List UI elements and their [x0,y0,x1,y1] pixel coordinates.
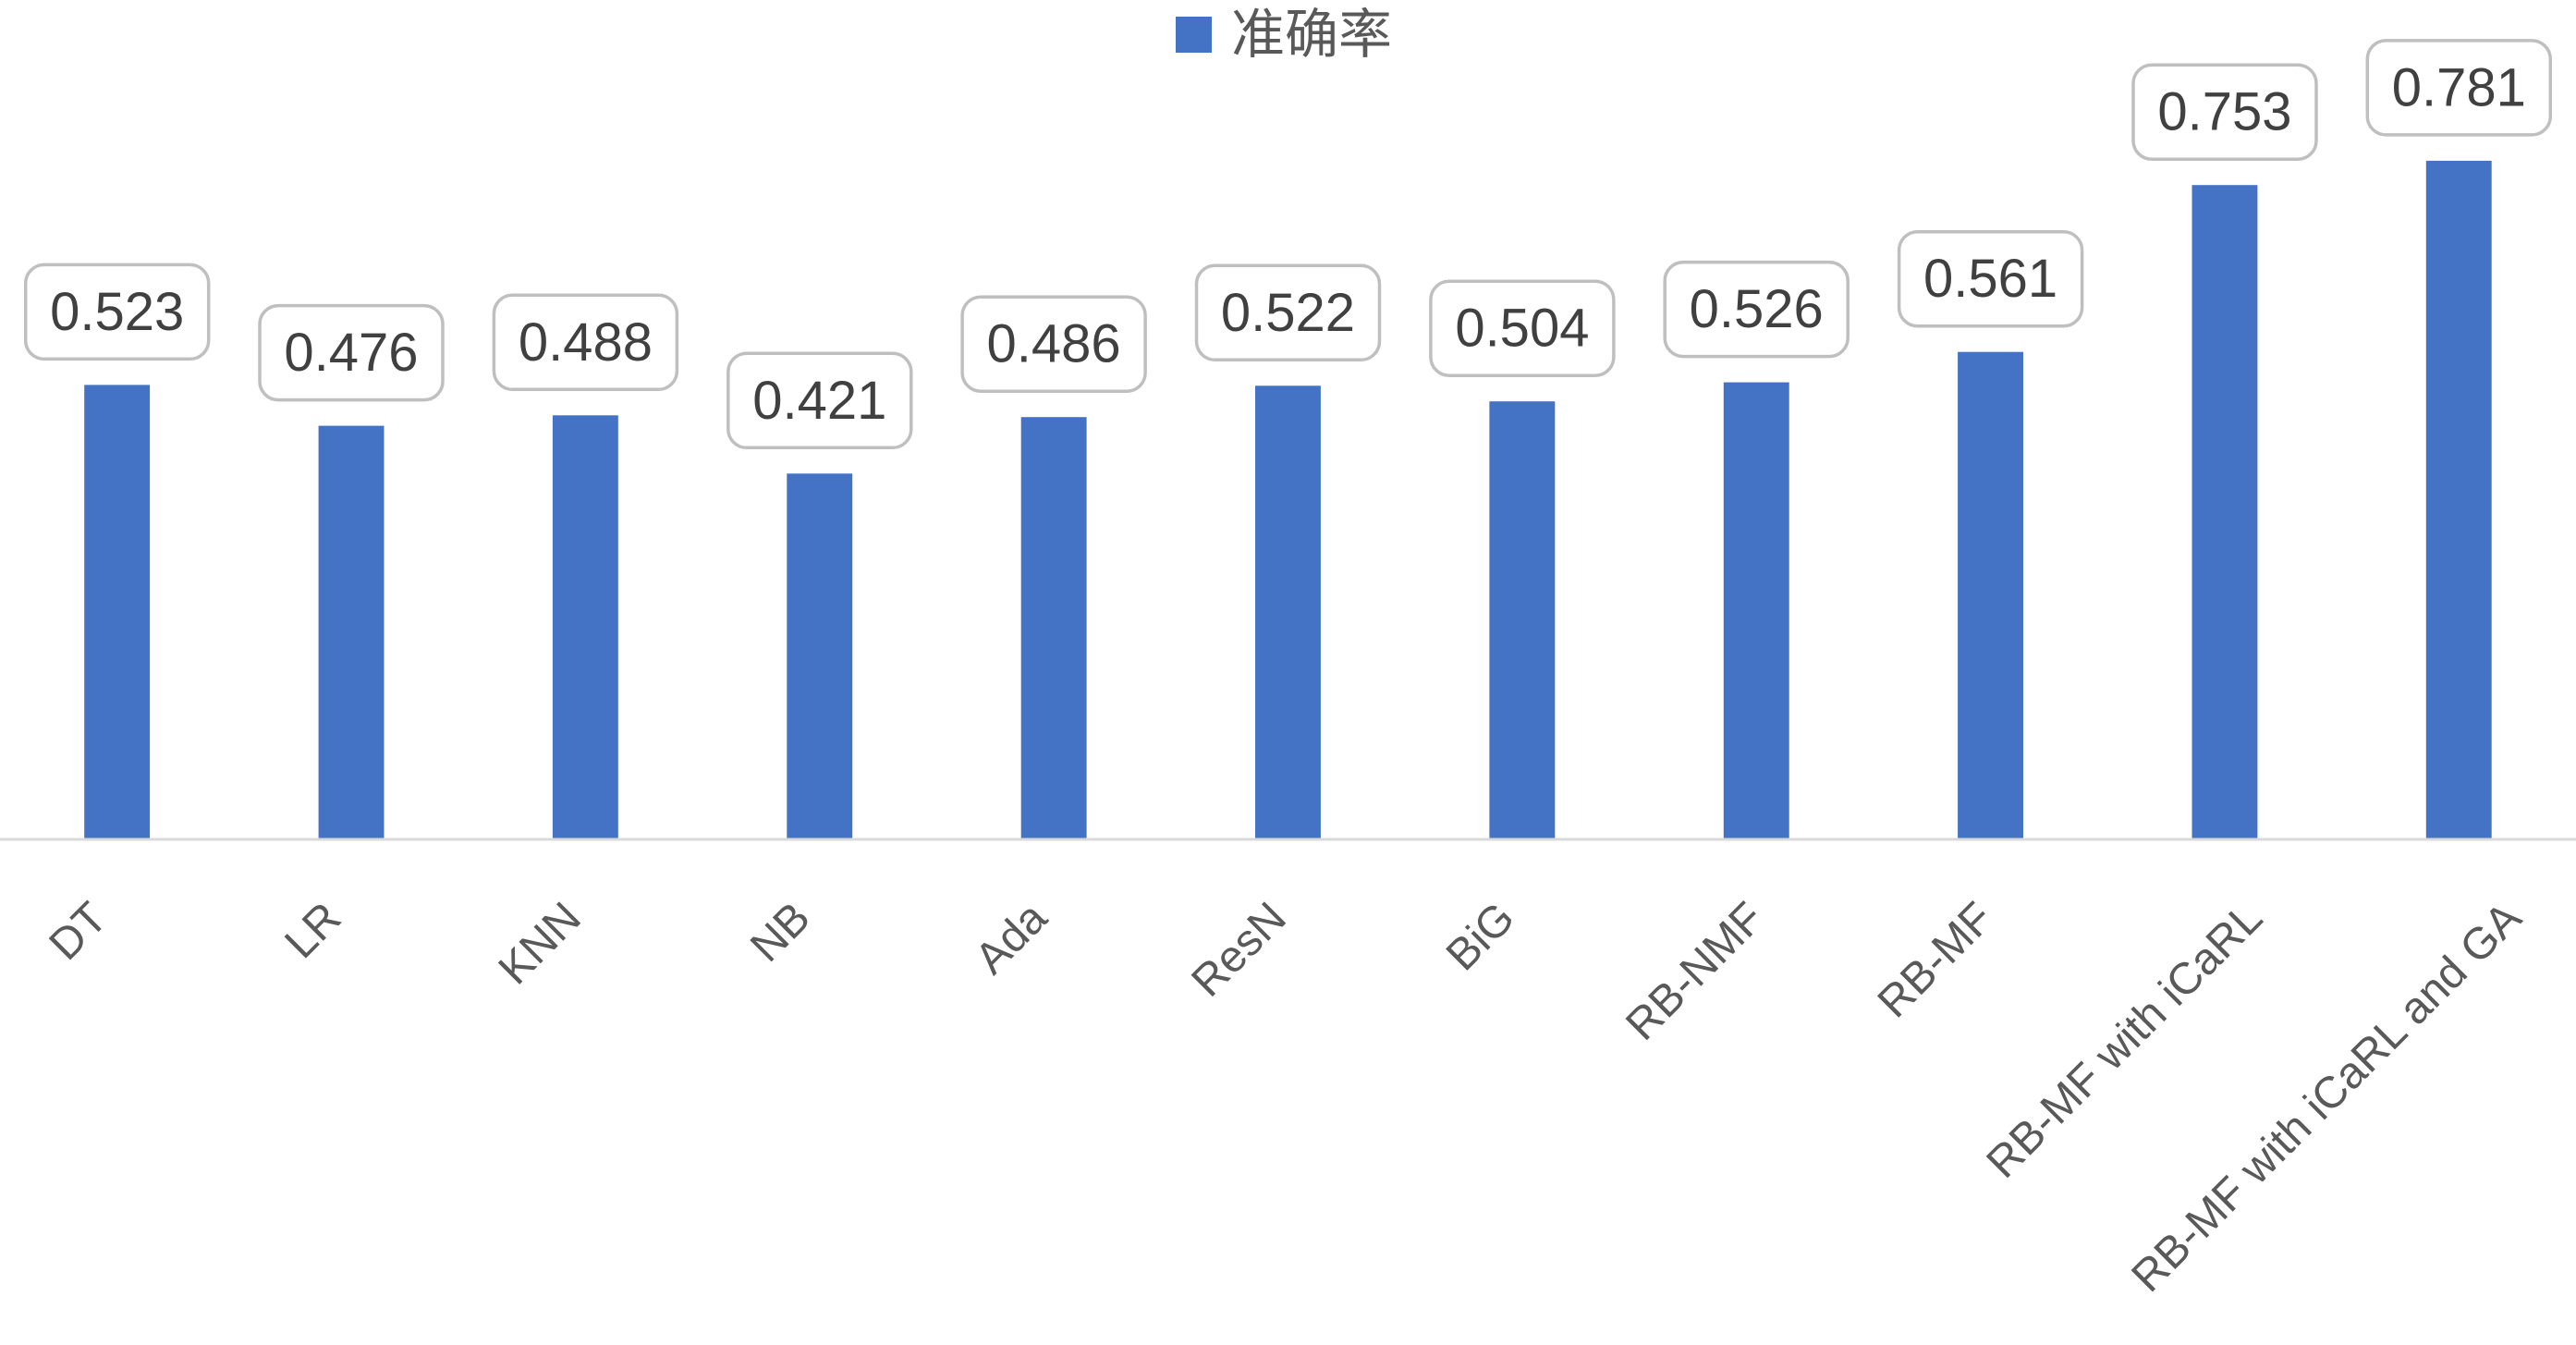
data-label-value: 0.504 [1455,299,1589,359]
bar-resn [1255,385,1321,839]
data-label-rb-nmf: 0.526 [1663,260,1850,359]
bar-lr [318,425,385,839]
x-tick-label-rb-nmf: RB-NMF [1617,893,1773,1049]
data-label-value: 0.781 [2392,57,2526,117]
data-label-big: 0.504 [1429,279,1616,377]
data-labels: 0.523 0.476 0.488 0.421 0.486 0.522 0.504 0.526… [23,39,2553,450]
x-tick-label-resn: ResN [1182,893,1295,1006]
x-tick-label-nb: NB [741,893,820,972]
data-label-box [1663,260,1850,359]
data-label-value: 0.488 [519,312,653,373]
bar-rb-nmf [1723,382,1789,839]
data-label-value: 0.522 [1221,283,1355,343]
x-tick-label-knn: KNN [490,893,591,994]
legend-label: 准确率 [1231,3,1392,66]
data-label-box [1897,229,2084,328]
data-label-box [2365,39,2553,137]
data-label-rb-mf-with-icarl-and-ga: 0.781 [2365,39,2553,137]
x-tick-label-dt: DT [41,893,117,970]
x-tick-label-rb-mf-with-icarl: RB-MF with iCaRL [1978,893,2272,1187]
data-label-box [960,295,1147,393]
data-label-value: 0.421 [752,371,886,431]
data-label-rb-mf-with-icarl: 0.753 [2131,63,2318,161]
data-label-value: 0.526 [1690,279,1824,339]
data-label-box [258,303,445,402]
bar-ada [1020,417,1087,839]
x-tick-label-ada: Ada [966,893,1056,984]
x-tick-label-big: BiG [1437,893,1524,980]
data-label-box [726,351,913,450]
bar-knn [552,415,618,839]
x-tick-label-rb-mf: RB-MF [1869,893,2003,1027]
bar-dt [84,385,151,839]
legend-swatch [1176,17,1212,53]
data-label-box [2131,63,2318,161]
data-label-nb: 0.421 [726,351,913,450]
bars [84,160,2492,839]
data-label-value: 0.486 [987,314,1121,374]
bar-big [1489,401,1556,839]
data-label-resn: 0.522 [1194,263,1382,362]
x-tick-label-lr: LR [275,893,350,968]
bar-nb [787,473,853,839]
data-label-dt: 0.523 [23,263,211,361]
data-label-value: 0.476 [284,323,418,383]
data-label-value: 0.523 [50,282,184,342]
bar-rb-mf-with-icarl [2191,185,2258,839]
data-label-rb-mf: 0.561 [1897,229,2084,328]
data-label-lr: 0.476 [258,303,445,402]
data-label-ada: 0.486 [960,295,1147,393]
data-label-box [23,263,211,361]
data-label-value: 0.753 [2157,82,2291,142]
bar-rb-mf [1958,351,2023,839]
data-label-box [492,293,679,392]
data-label-value: 0.561 [1923,249,2057,309]
data-label-box [1429,279,1616,377]
legend: 准确率 [1176,3,1392,66]
data-label-box [1194,263,1382,362]
data-label-knn: 0.488 [492,293,679,392]
bar-rb-mf-with-icarl-and-ga [2425,160,2492,839]
